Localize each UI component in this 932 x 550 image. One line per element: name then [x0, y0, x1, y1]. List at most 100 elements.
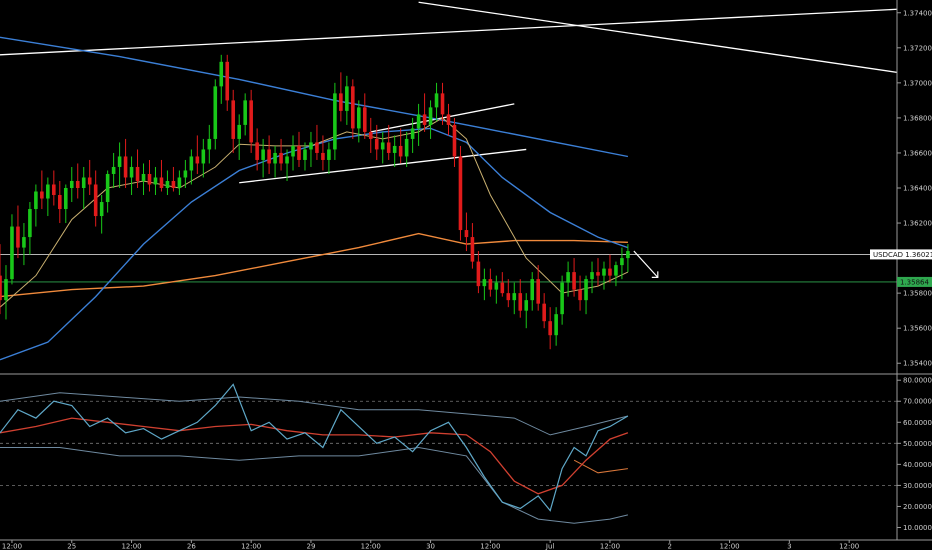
candle-body [512, 293, 517, 301]
candle [249, 89, 253, 153]
candle [321, 135, 325, 171]
candle [398, 128, 403, 164]
candle [177, 170, 182, 196]
candle [279, 138, 283, 171]
candle [392, 135, 397, 167]
forecast-arrow-head [651, 271, 659, 278]
candle-body [237, 124, 241, 139]
candle [416, 103, 421, 146]
candle-body [626, 251, 630, 259]
candle [40, 170, 44, 210]
candle-body [309, 142, 313, 150]
candle-body [410, 128, 415, 139]
candle [548, 307, 552, 350]
level-tag-box [897, 276, 932, 287]
candle [219, 54, 224, 104]
ma-mid-line [0, 127, 629, 361]
candle-body [554, 314, 558, 336]
candle-body [213, 86, 218, 139]
candle-body [10, 226, 14, 280]
candle [303, 142, 307, 171]
candle [608, 254, 612, 283]
candle-body [40, 191, 44, 199]
candle [542, 293, 546, 329]
candle-body [392, 145, 397, 153]
candle-body [153, 177, 158, 185]
candle-body [339, 93, 343, 111]
price-tick-label: 1.37200 [903, 44, 932, 52]
candle-body [596, 272, 600, 276]
candle-body [374, 138, 379, 150]
candle [129, 156, 134, 196]
candle-body [117, 156, 122, 167]
candle [4, 265, 8, 320]
candle-body [620, 258, 624, 266]
candle-body [333, 93, 337, 150]
candle [434, 82, 439, 122]
candle-body [530, 279, 535, 301]
candle-body [452, 124, 457, 157]
candle-body [351, 86, 355, 129]
candle [291, 135, 295, 171]
candle [488, 268, 493, 297]
candle [554, 307, 558, 346]
candle [566, 261, 570, 297]
candle-body [416, 114, 421, 129]
osc-signal-line [0, 417, 629, 495]
time-tick-label: 12:00 [480, 543, 500, 550]
price-tag-label: USDCAD 1.36021 [873, 251, 932, 259]
candle [410, 117, 415, 153]
candle [506, 279, 511, 308]
osc-tick-label: 60.00000 [903, 419, 932, 427]
candle [380, 131, 385, 164]
candle [165, 170, 170, 196]
time-tick-label: 12:00 [361, 543, 381, 550]
price-tick-label: 1.36600 [903, 149, 932, 157]
candle-body [446, 114, 451, 125]
candle [153, 166, 158, 196]
candle-body [297, 145, 301, 160]
price-tick-label: 1.35800 [903, 290, 932, 298]
ma-long-line [0, 36, 629, 158]
candle-body [99, 202, 104, 217]
candle [16, 205, 20, 259]
candle-body [536, 279, 540, 304]
candle-body [231, 100, 236, 139]
time-tick-label: 12:00 [839, 543, 859, 550]
time-tick-label: 12:00 [121, 543, 141, 550]
trendline-0 [0, 8, 898, 56]
candle [273, 145, 277, 178]
price-tick-label: 1.36400 [903, 185, 932, 193]
candle-body [488, 279, 493, 290]
oscillator-panel [0, 383, 897, 524]
candle-body [345, 86, 349, 111]
candle-body [93, 184, 98, 217]
candle [63, 184, 68, 224]
candle-body [476, 261, 481, 287]
candle [201, 138, 206, 178]
candle [147, 159, 152, 192]
price-tick-label: 1.36200 [903, 220, 932, 228]
candle [213, 79, 218, 150]
time-tick-label: 2 [668, 543, 672, 550]
candle [327, 142, 331, 174]
candle-body [135, 166, 140, 181]
candle-body [434, 93, 439, 108]
candle-body [422, 114, 427, 125]
candle [117, 142, 122, 188]
candle-body [368, 131, 373, 139]
time-tick-label: 3 [787, 543, 791, 550]
candle-body [123, 156, 128, 178]
osc-tick-label: 80.00000 [903, 377, 932, 385]
candle [183, 159, 188, 188]
candle [494, 275, 499, 304]
candle [0, 244, 2, 315]
candle [267, 135, 271, 174]
candle-body [560, 282, 564, 315]
candle-body [34, 191, 38, 210]
candle-body [608, 268, 612, 276]
time-tick-label: 12:00 [719, 543, 739, 550]
candle-body [404, 138, 409, 157]
candle [52, 170, 56, 206]
